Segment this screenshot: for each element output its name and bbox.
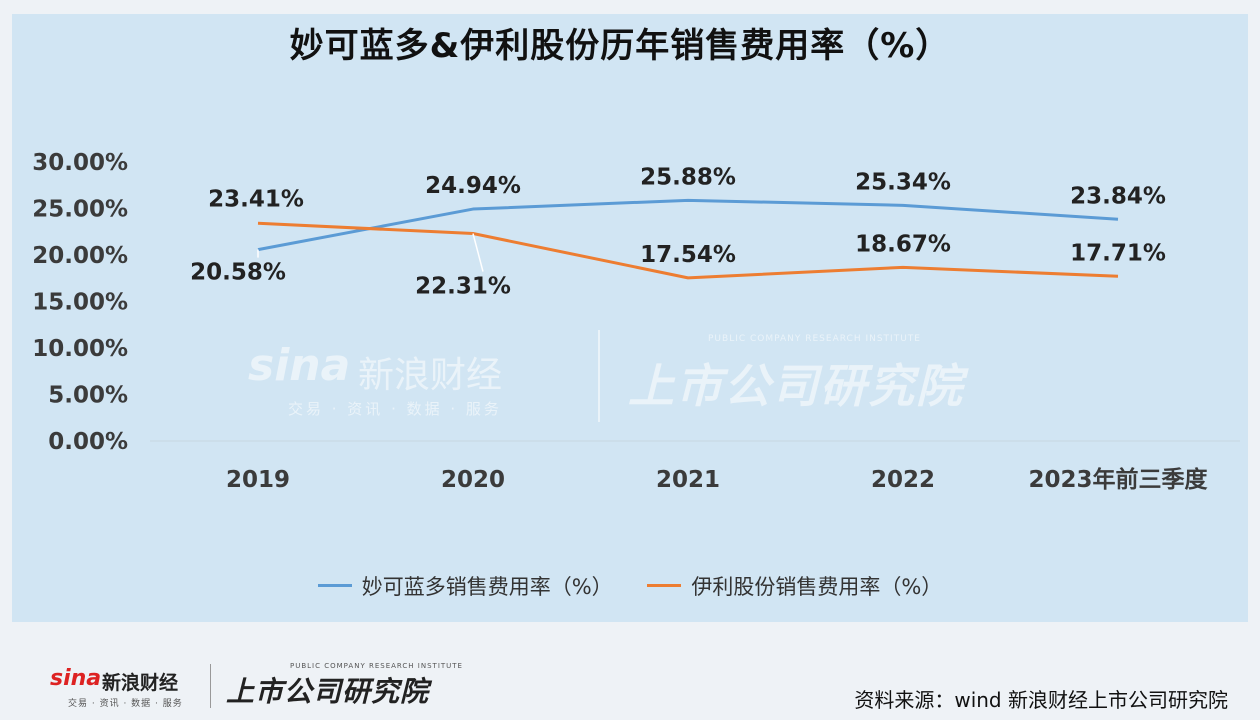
legend-swatch-orange: [647, 584, 682, 587]
watermark: sina 新浪财经 交易 · 资讯 · 数据 · 服务 PUBLIC COMPA…: [248, 330, 1008, 425]
data-label: 25.34%: [855, 169, 951, 195]
y-tick-label: 5.00%: [48, 383, 128, 409]
footer-sina-logo: sina: [50, 666, 102, 691]
x-tick-label: 2021: [656, 467, 720, 493]
chart-panel: [12, 14, 1248, 622]
source-note: 资料来源：wind 新浪财经上市公司研究院: [854, 688, 1228, 712]
data-label: 18.67%: [855, 231, 951, 257]
footer-brand-cn: 新浪财经: [102, 672, 179, 694]
data-label-leader: [472, 233, 484, 272]
data-label: 23.84%: [1070, 183, 1166, 209]
footer-brand-sub: 交易 · 资讯 · 数据 · 服务: [68, 699, 183, 709]
footer-institute: 上市公司研究院: [226, 675, 430, 708]
x-tick-label: 2020: [441, 467, 505, 493]
y-tick-label: 15.00%: [32, 290, 128, 316]
data-label: 17.71%: [1070, 240, 1166, 266]
x-tick-label: 2019: [226, 467, 290, 493]
series-line-0: [257, 198, 1119, 252]
watermark-brand-sub: 交易 · 资讯 · 数据 · 服务: [288, 400, 502, 418]
watermark-divider: [598, 330, 600, 422]
y-tick-label: 10.00%: [32, 336, 128, 362]
y-tick-label: 25.00%: [32, 197, 128, 223]
watermark-brand-cn: 新浪财经: [358, 355, 503, 396]
y-tick-label: 30.00%: [32, 150, 128, 176]
footer-institute-en: PUBLIC COMPANY RESEARCH INSTITUTE: [290, 662, 463, 670]
data-label: 17.54%: [640, 242, 736, 268]
y-tick-label: 0.00%: [48, 429, 128, 455]
x-tick-label: 2023年前三季度: [1028, 466, 1208, 493]
legend-label-yili: 伊利股份销售费用率（%）: [691, 574, 943, 599]
legend-item-yili: 伊利股份销售费用率（%）: [647, 571, 942, 601]
watermark-institute: 上市公司研究院: [628, 359, 964, 413]
legend-item-miaokelando: 妙可蓝多销售费用率（%）: [317, 571, 613, 601]
footer-divider: [210, 664, 211, 708]
chart-title: 妙可蓝多&伊利股份历年销售费用率（%）: [289, 26, 951, 66]
footer-logo: sina 新浪财经 交易 · 资讯 · 数据 · 服务 PUBLIC COMPA…: [50, 660, 470, 712]
y-tick-label: 20.00%: [32, 243, 128, 269]
x-tick-label: 2022: [871, 467, 935, 493]
chart-legend: 妙可蓝多销售费用率（%） 伊利股份销售费用率（%）: [0, 568, 1260, 601]
data-label: 23.41%: [208, 186, 304, 212]
data-label: 22.31%: [415, 274, 511, 300]
legend-swatch-blue: [317, 584, 352, 587]
watermark-sina-logo: sina: [248, 340, 351, 391]
watermark-institute-en: PUBLIC COMPANY RESEARCH INSTITUTE: [708, 334, 921, 344]
data-label: 24.94%: [425, 173, 521, 199]
data-label: 25.88%: [640, 164, 736, 190]
data-label: 20.58%: [190, 260, 286, 286]
legend-label-miaokelando: 妙可蓝多销售费用率（%）: [361, 574, 613, 599]
series-line-1: [257, 221, 1119, 280]
